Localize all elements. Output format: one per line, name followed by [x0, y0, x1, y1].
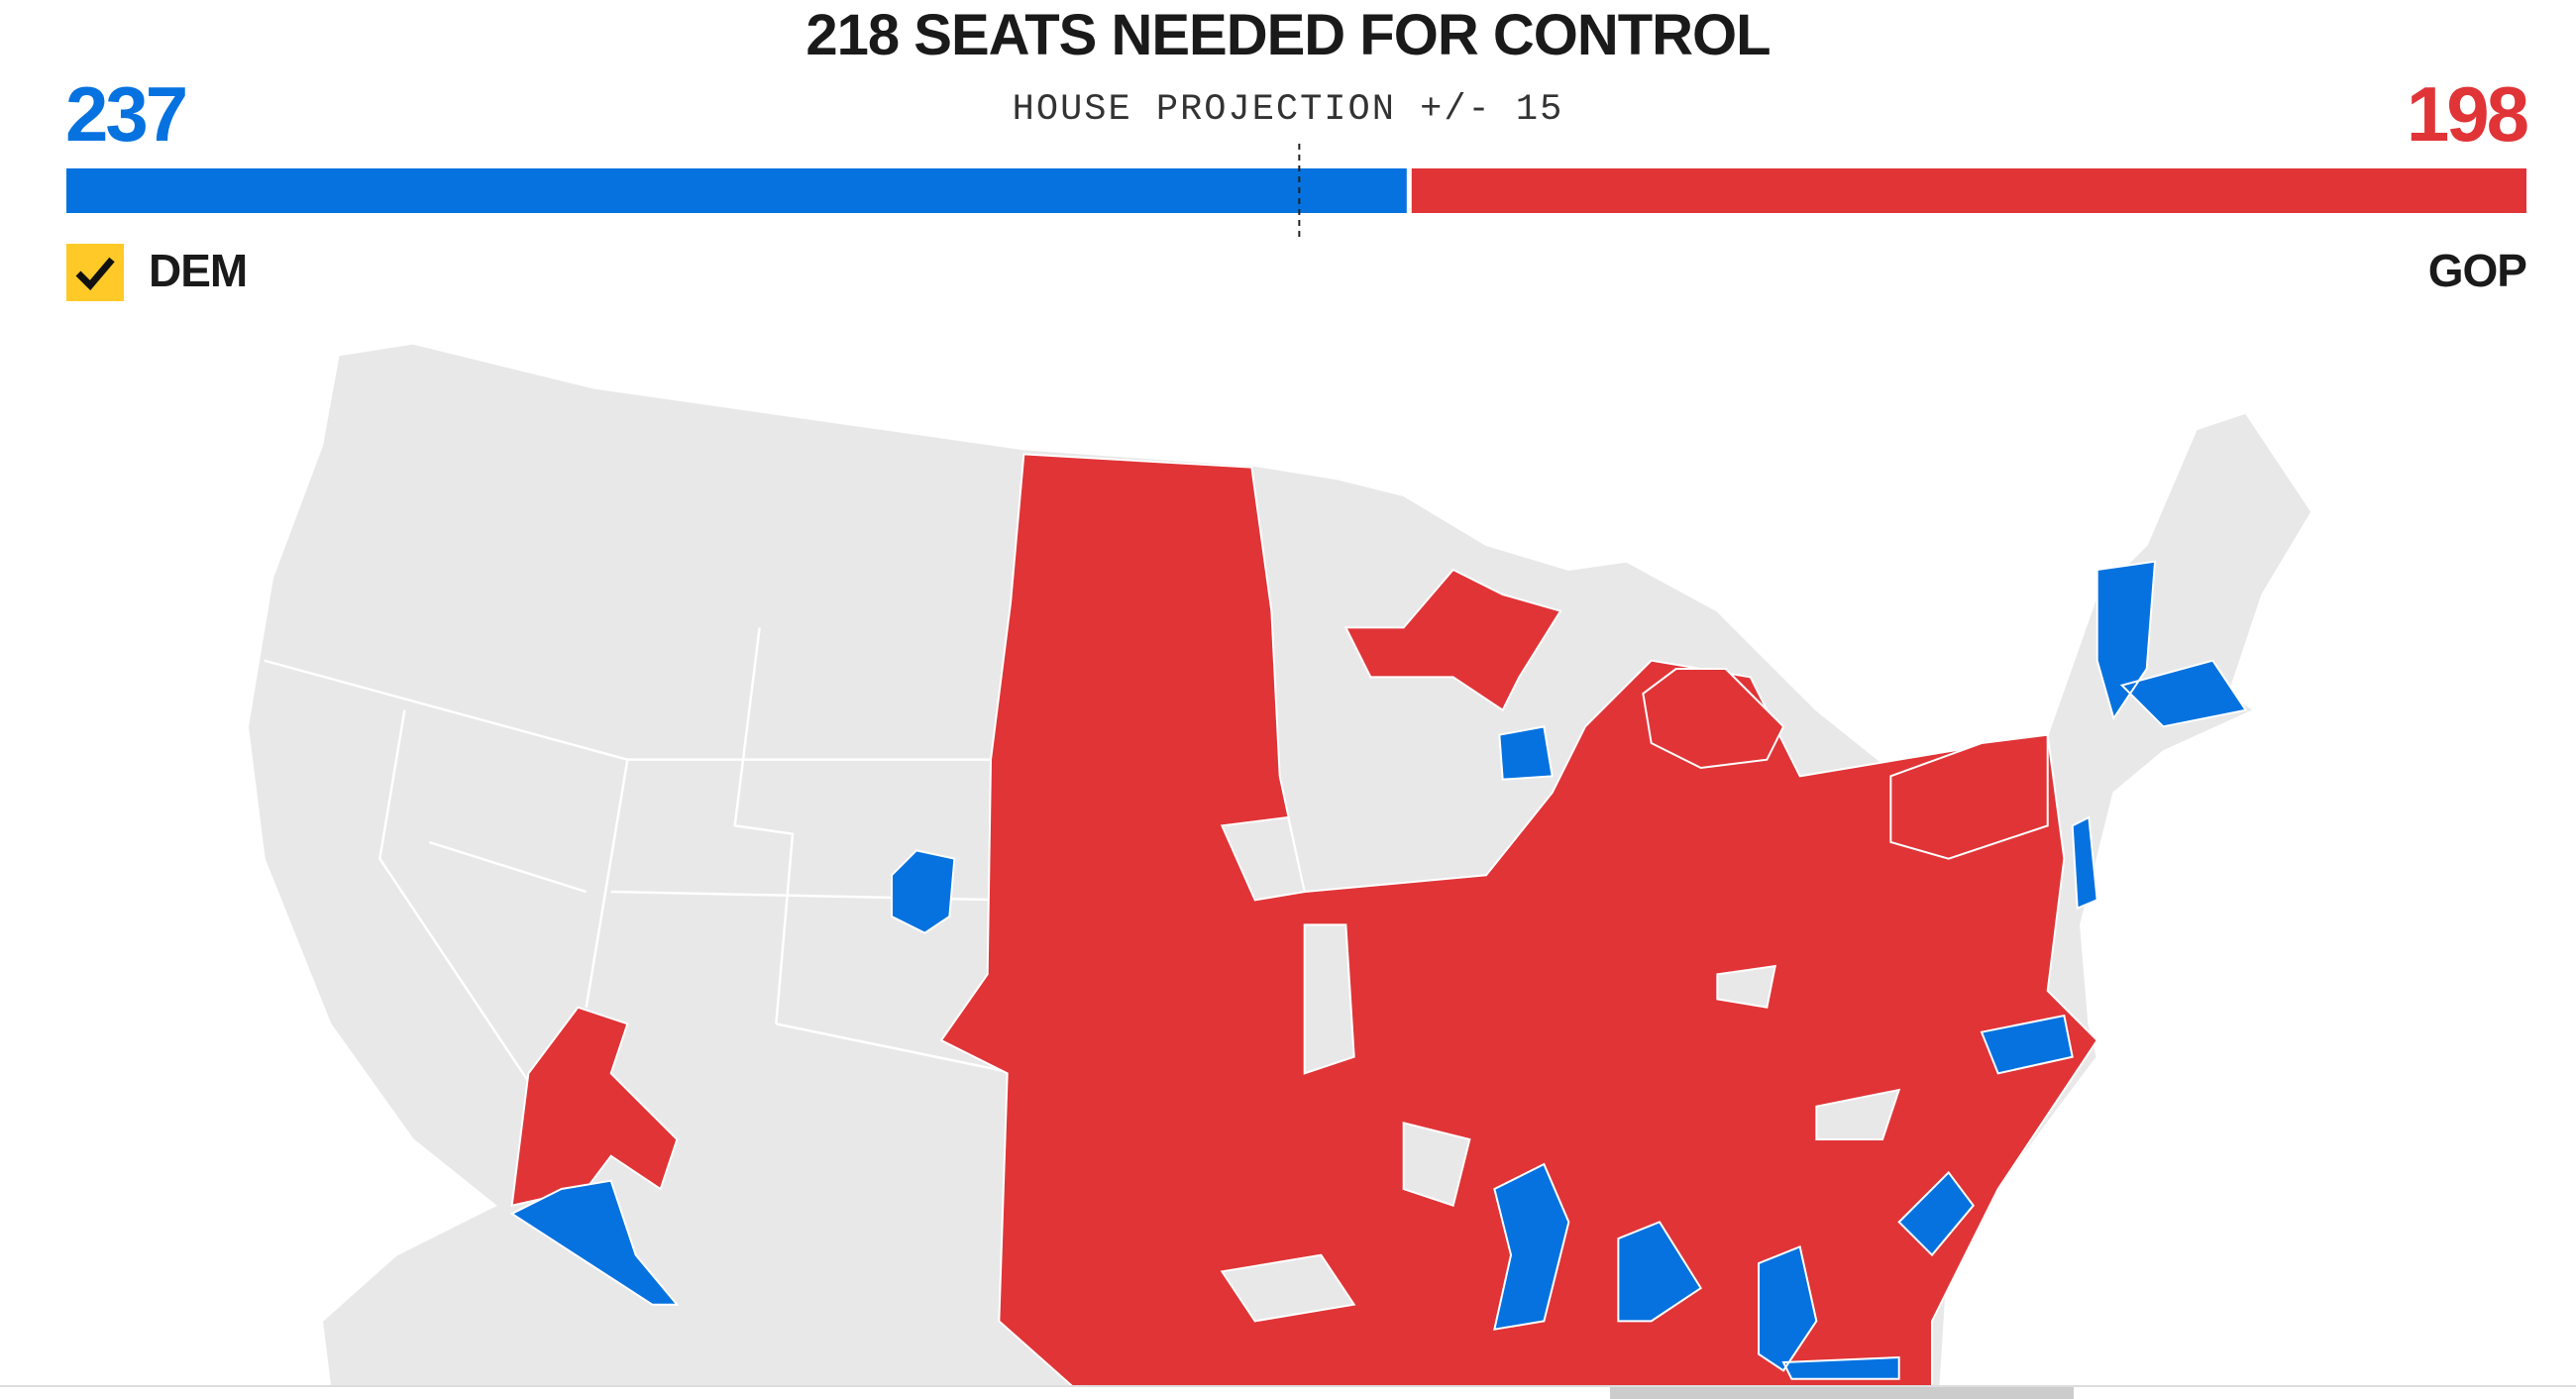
dem-districts — [509, 560, 2248, 1380]
active-tab[interactable] — [1610, 1387, 2074, 1399]
gop-seats: 198 — [2406, 70, 2529, 158]
state-borders — [264, 627, 1017, 1157]
gray-districts — [1220, 815, 1901, 1323]
gop-bar — [1411, 168, 2526, 213]
tab-bar — [0, 1385, 2576, 1399]
check-icon — [75, 257, 115, 291]
gop-label: GOP — [2427, 245, 2527, 296]
seat-bar — [66, 144, 2526, 238]
dem-seats: 237 — [65, 70, 188, 158]
gop-districts — [939, 453, 2098, 1389]
dem-bar — [66, 168, 1407, 213]
title: 218 SEATS NEEDED FOR CONTROL — [805, 3, 1771, 67]
gop-districts — [510, 568, 2049, 1207]
subtitle: HOUSE PROJECTION +/- 15 — [1012, 89, 1564, 131]
checkbox[interactable] — [66, 244, 124, 301]
dem-label: DEM — [149, 245, 248, 296]
